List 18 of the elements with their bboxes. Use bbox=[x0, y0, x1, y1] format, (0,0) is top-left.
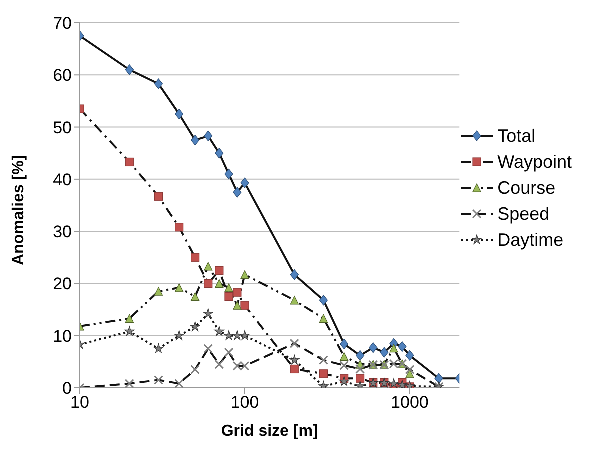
y-tick-label: 20 bbox=[53, 274, 72, 294]
legend-label: Waypoint bbox=[498, 151, 572, 174]
legend-label: Daytime bbox=[498, 229, 564, 252]
x-axis-title: Grid size [m] bbox=[221, 423, 318, 440]
legend-label: Course bbox=[498, 177, 556, 200]
x-tick-label: 1000 bbox=[391, 393, 429, 412]
y-tick-label: 30 bbox=[53, 222, 72, 242]
y-tick-label: 0 bbox=[62, 379, 72, 398]
y-axis-title: Anomalies [%] bbox=[10, 155, 28, 266]
x-tick-label: 10 bbox=[70, 393, 90, 412]
y-tick-label: 70 bbox=[53, 14, 72, 34]
legend-label: Speed bbox=[498, 203, 550, 226]
y-tick-label: 60 bbox=[53, 66, 72, 86]
x-tick-label: 100 bbox=[230, 393, 260, 412]
y-tick-label: 40 bbox=[53, 170, 72, 190]
y-tick-label: 10 bbox=[53, 326, 72, 346]
legend-label: Total bbox=[498, 125, 536, 148]
y-tick-label: 50 bbox=[53, 118, 72, 138]
